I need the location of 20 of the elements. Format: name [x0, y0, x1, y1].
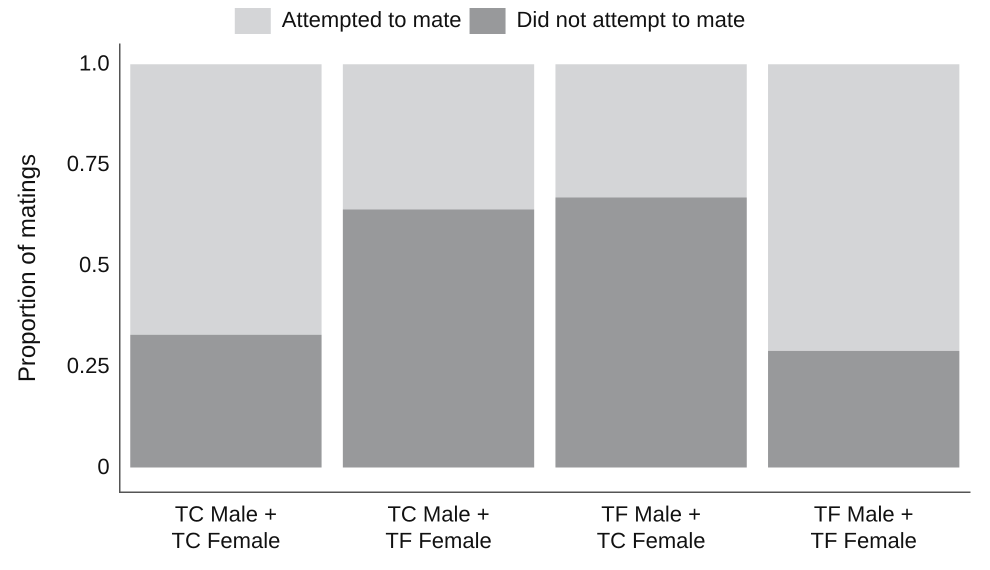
bar: [342, 64, 534, 210]
bar: [342, 210, 534, 468]
bar: [130, 334, 322, 468]
legend-label: Did not attempt to mate: [516, 7, 746, 32]
x-tick-label: TF Male + TF Female: [810, 501, 917, 553]
bar: [555, 64, 747, 198]
x-tick-label: TC Male + TC Female: [172, 501, 280, 553]
legend-label: Attempted to mate: [282, 7, 462, 32]
bar: [768, 350, 960, 468]
y-tick-label: 0.75: [66, 151, 110, 176]
bar: [555, 197, 747, 468]
x-tick-label: TF Male + TC Female: [596, 501, 706, 553]
y-tick-label: 1.0: [79, 50, 110, 76]
y-tick-label: 0.5: [79, 252, 110, 278]
y-tick-label: 0.25: [66, 353, 110, 378]
y-tick-label: 0: [97, 454, 110, 480]
y-axis-title: Proportion of matings: [14, 154, 42, 382]
bar: [130, 64, 322, 335]
x-tick-label: TC Male + TF Female: [385, 501, 492, 553]
bar: [768, 64, 960, 351]
